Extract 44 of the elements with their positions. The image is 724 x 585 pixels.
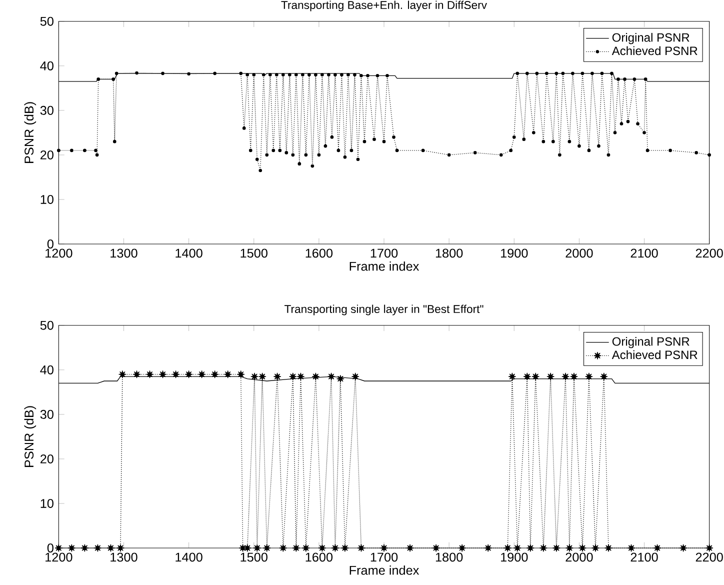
chart-title: Transporting single layer in "Best Effort" — [284, 304, 484, 316]
x-tick-label: 1700 — [370, 552, 398, 562]
y-tick-label: 50 — [40, 320, 54, 330]
x-tick-label: 2100 — [630, 248, 658, 258]
x-tick-label: 1300 — [110, 552, 138, 562]
x-tick-label: 2100 — [630, 552, 658, 562]
x-tick-label: 1400 — [176, 248, 202, 258]
legend-label: Original PSNR — [612, 336, 690, 348]
x-axis-title: Frame index — [350, 565, 420, 575]
x-tick-label: 1200 — [46, 552, 72, 562]
x-tick-label: 1900 — [501, 552, 528, 562]
x-tick-label: 1700 — [370, 248, 398, 258]
y-axis-title: PSNR (dB) — [24, 102, 36, 163]
y-tick-label: 50 — [40, 16, 54, 26]
x-tick-label: 1600 — [306, 552, 333, 562]
legend-label: Achieved PSNR — [612, 46, 698, 55]
y-tick-label: 10 — [40, 498, 54, 508]
y-tick-label: 30 — [40, 410, 54, 419]
x-tick-label: 1900 — [501, 248, 528, 258]
x-tick-label: 1500 — [240, 248, 268, 258]
x-tick-label: 1600 — [306, 248, 333, 258]
legend-label: Achieved PSNR — [612, 350, 698, 359]
y-tick-label: 20 — [40, 454, 54, 464]
x-tick-label: 1300 — [110, 248, 138, 258]
x-tick-label: 2000 — [566, 248, 593, 258]
x-tick-label: 1800 — [436, 248, 463, 258]
y-tick-label: 0 — [47, 543, 54, 552]
x-tick-label: 2200 — [696, 552, 723, 562]
x-tick-label: 2000 — [566, 552, 593, 562]
x-axis-title: Frame index — [350, 261, 420, 271]
y-tick-label: 10 — [40, 194, 54, 204]
x-tick-label: 2200 — [696, 248, 723, 258]
y-tick-label: 30 — [40, 106, 54, 115]
y-tick-label: 20 — [40, 150, 54, 160]
x-tick-label: 1200 — [46, 248, 72, 258]
y-tick-label: 0 — [47, 239, 54, 248]
legend-label: Original PSNR — [612, 32, 690, 44]
x-tick-label: 1500 — [240, 552, 268, 562]
x-tick-label: 1400 — [176, 552, 202, 562]
y-axis-title: PSNR (dB) — [24, 406, 36, 467]
x-tick-label: 1800 — [436, 552, 463, 562]
chart-title: Transporting Base+Enh. layer in DiffServ — [281, 0, 487, 12]
y-tick-label: 40 — [40, 365, 54, 374]
y-tick-label: 40 — [40, 61, 54, 70]
